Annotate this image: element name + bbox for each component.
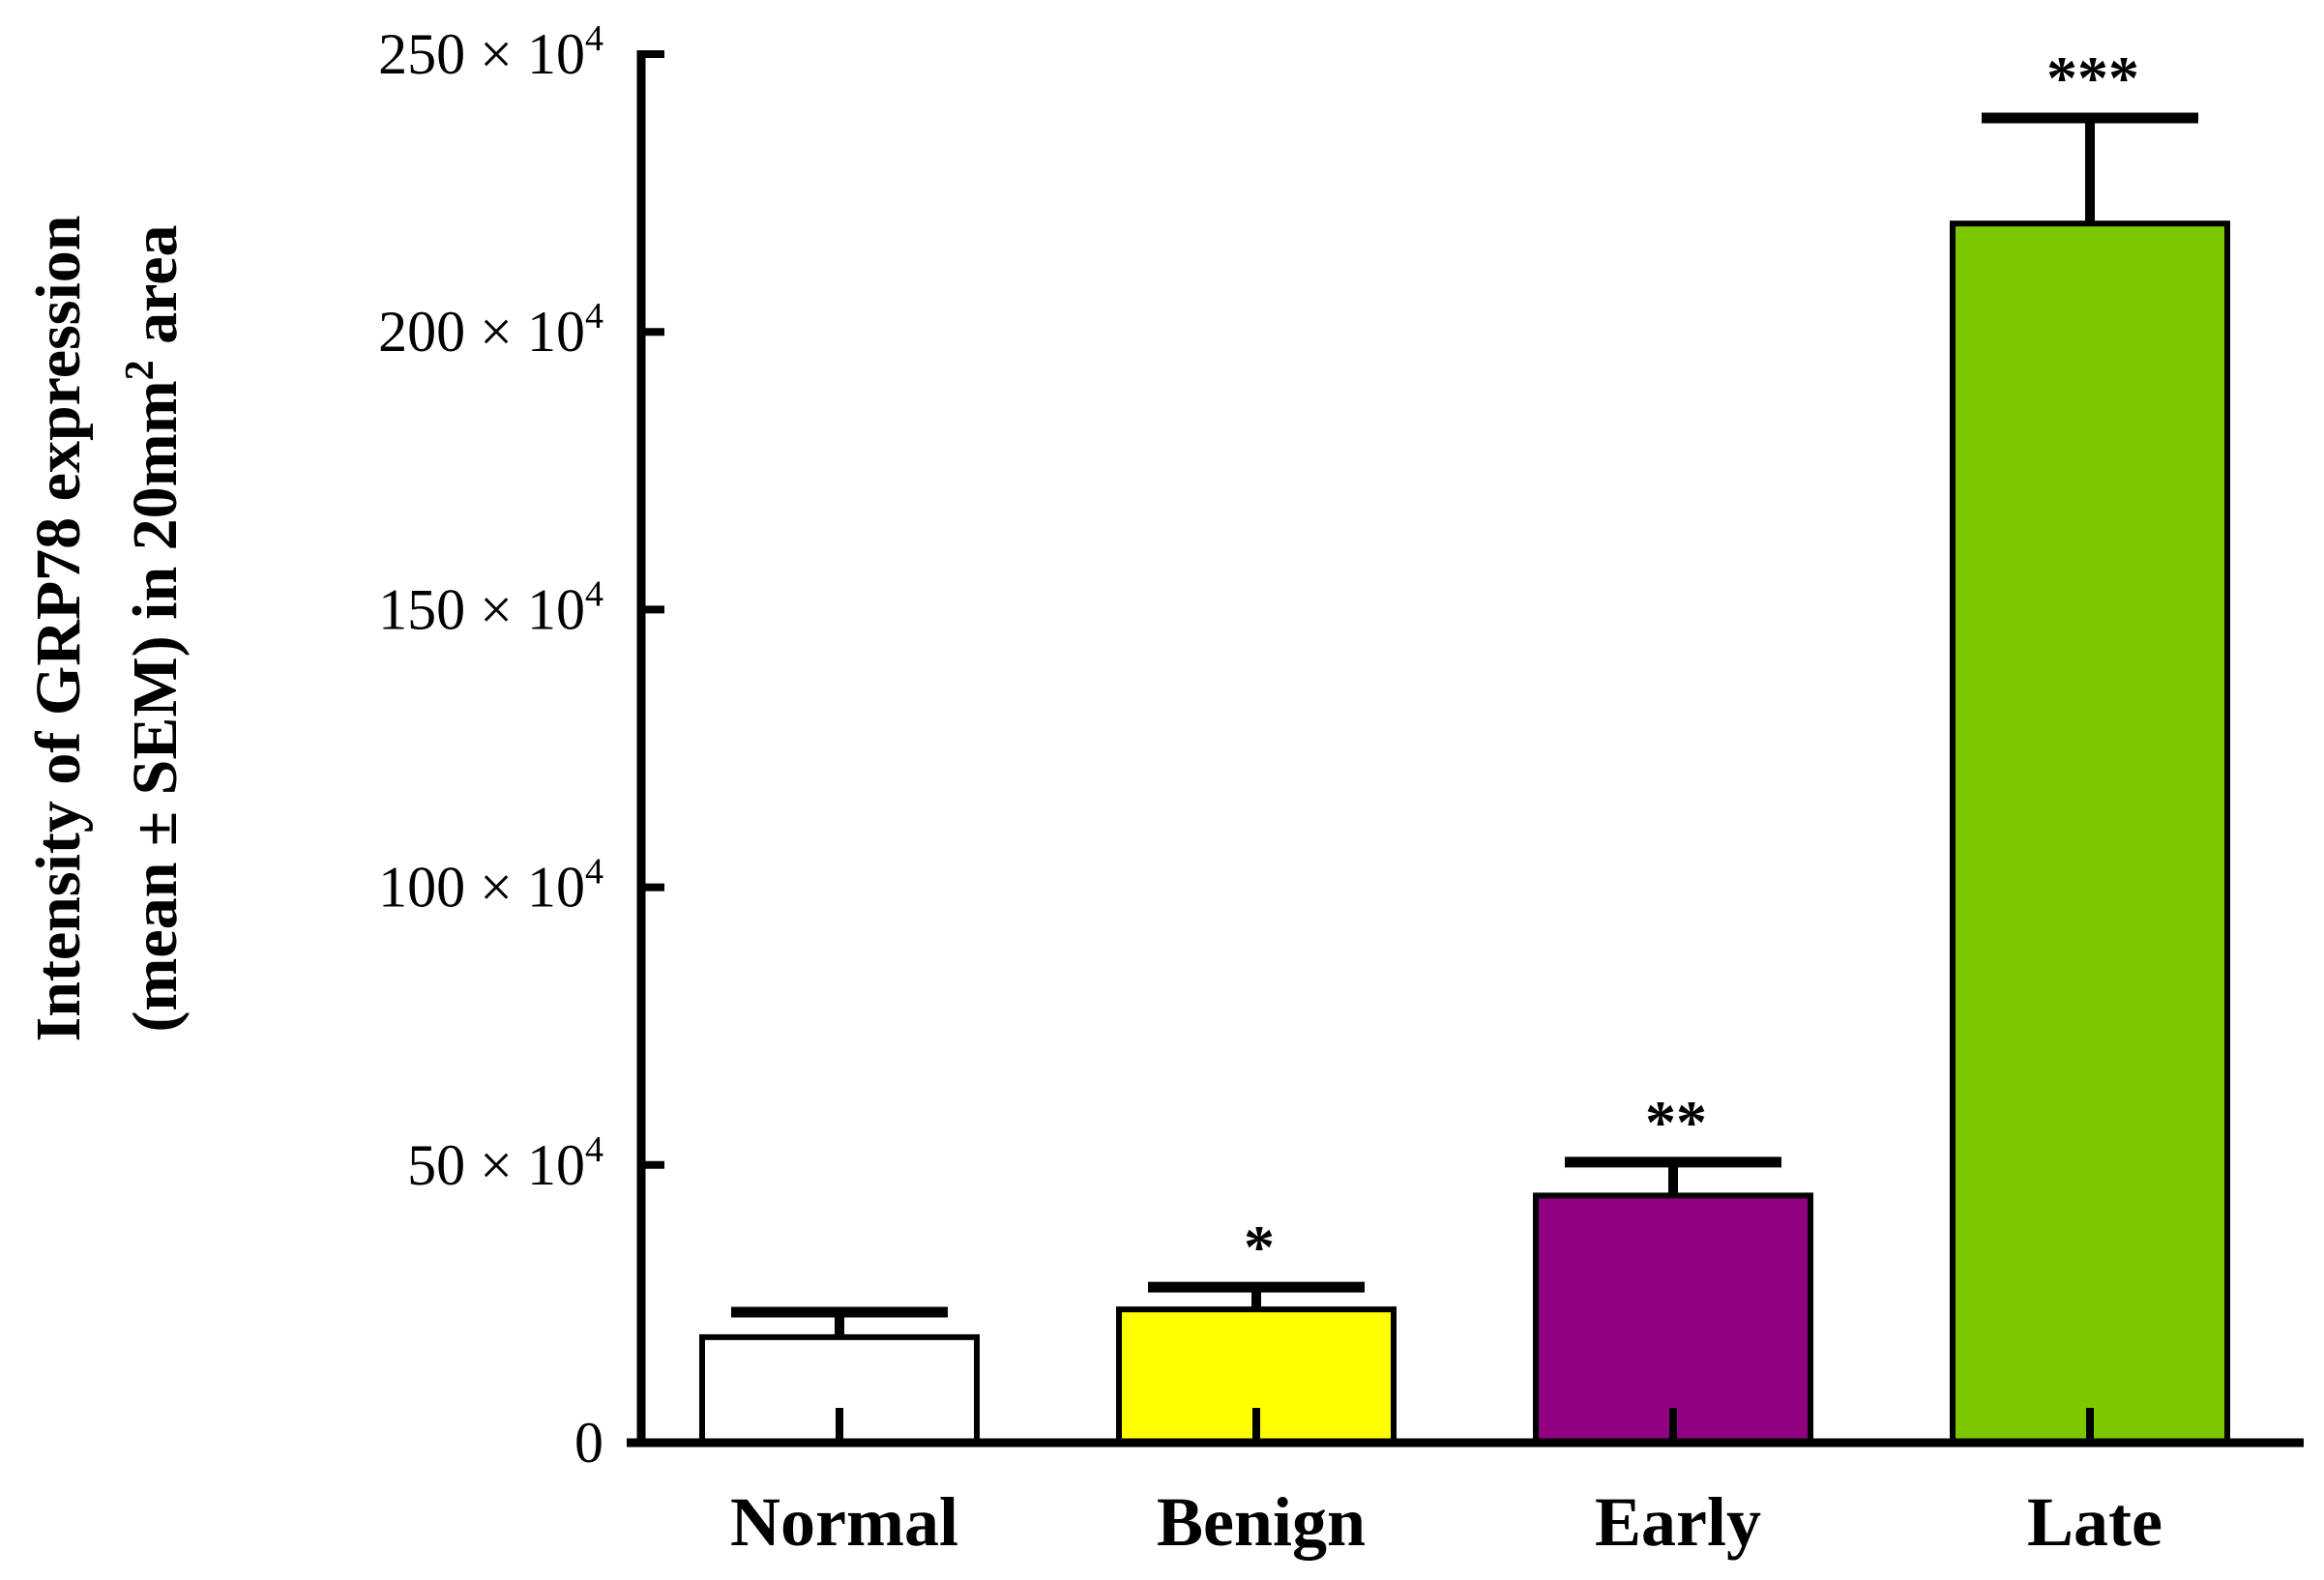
y-axis-label-line2-sup: 2	[118, 360, 162, 380]
y-tick-label: 200 × 104	[378, 296, 603, 364]
significance-label: ***	[2046, 44, 2139, 112]
bar-late	[1950, 220, 2230, 1446]
significance-label: *	[1244, 1213, 1275, 1281]
y-tick-label-base: 200 × 10	[378, 300, 585, 364]
significance-label: **	[1645, 1088, 1707, 1156]
y-tick-label-exponent: 4	[585, 296, 603, 336]
y-axis-label: Intensity of GRP78 expression (mean ± SE…	[23, 216, 191, 1042]
y-axis-label-line2: (mean ± SEM) in 20mm2 area	[118, 224, 191, 1032]
y-tick-label-base: 150 × 10	[378, 577, 585, 641]
y-tick-label-exponent: 4	[585, 1129, 603, 1170]
y-tick-label-base: 0	[574, 1411, 603, 1475]
bars: ******	[699, 44, 2230, 1447]
bar-early	[1533, 1192, 1813, 1446]
y-tick-label-base: 250 × 10	[378, 22, 585, 86]
x-category-label: Late	[2027, 1483, 2162, 1561]
x-category-label: Normal	[730, 1483, 958, 1561]
x-axis-categories: Normal Benign Early Late	[730, 1483, 2162, 1561]
y-axis-label-line1: Intensity of GRP78 expression	[23, 216, 94, 1042]
y-tick-label-exponent: 4	[585, 18, 603, 59]
axes	[627, 50, 2304, 1448]
y-tick-label-exponent: 4	[585, 573, 603, 614]
y-tick-label: 50 × 104	[407, 1129, 603, 1197]
y-tick-label-exponent: 4	[585, 852, 603, 892]
y-axis-label-line2-suffix: area	[120, 224, 191, 360]
y-tick-label: 150 × 104	[378, 573, 603, 641]
y-tick-label-base: 50 × 10	[407, 1133, 585, 1197]
y-tick-label: 100 × 104	[378, 852, 603, 920]
y-axis-label-line2-prefix: (mean ± SEM) in 20mm	[120, 380, 191, 1032]
y-tick-label: 250 × 104	[378, 18, 603, 86]
y-tick-label-base: 100 × 10	[378, 856, 585, 920]
x-category-label: Benign	[1157, 1483, 1366, 1561]
y-tick-label: 0	[574, 1411, 603, 1475]
x-category-label: Early	[1595, 1483, 1761, 1561]
